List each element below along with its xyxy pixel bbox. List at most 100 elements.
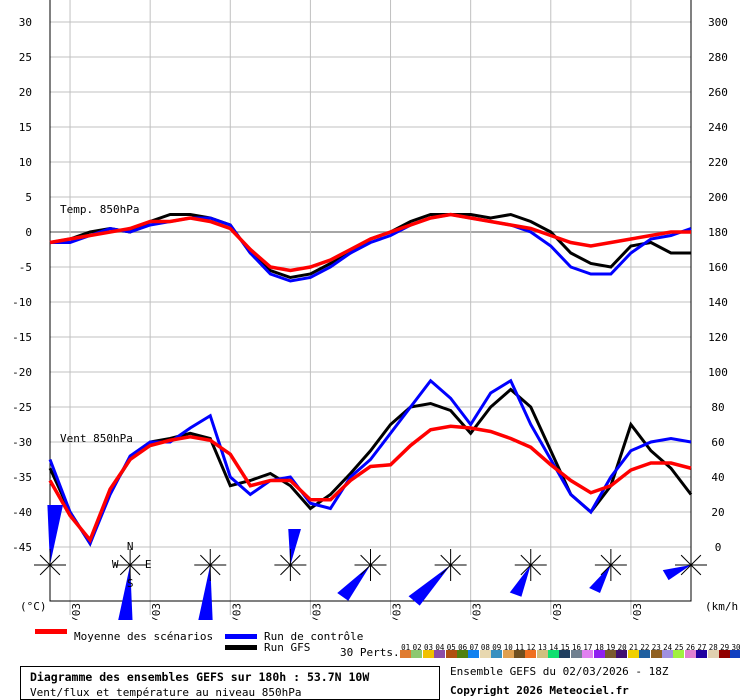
legend-perts-swatches: [400, 650, 740, 659]
compass-spoke: [530, 564, 542, 576]
compass-spoke: [209, 554, 221, 566]
compass-spoke: [360, 564, 371, 576]
pert-number: 16: [572, 643, 582, 652]
pert-number: 02: [412, 643, 422, 652]
temp-series-line: [49, 212, 691, 273]
pert-swatch: [627, 650, 639, 658]
pert-number: 03: [423, 643, 433, 652]
temp-series-line: [50, 212, 692, 283]
pert-swatch: [673, 650, 685, 658]
right-tick-label: 60: [711, 436, 724, 449]
date-tick-label: 04/03: [150, 603, 163, 620]
date-tick-label: 10/03: [631, 603, 644, 620]
pert-number: 04: [435, 643, 445, 652]
title-box: Diagramme des ensembles GEFS sur 180h : …: [20, 666, 440, 700]
compass-spoke: [209, 564, 221, 576]
compass-spoke: [610, 554, 622, 566]
legend-mean-swatch: [35, 629, 67, 634]
pert-swatch: [616, 650, 628, 658]
compass-spoke: [199, 564, 211, 576]
right-tick-label: 40: [711, 471, 724, 484]
flux-wedge: [118, 565, 133, 620]
flux-wedge: [662, 565, 691, 581]
compass-spoke: [680, 554, 692, 566]
right-axis-unit: (km/h): [705, 600, 740, 613]
flux-rose: [274, 529, 307, 581]
compass-spoke: [530, 554, 542, 566]
flux-rose: [114, 549, 147, 620]
pert-swatch: [468, 650, 480, 658]
left-tick-label: -45: [12, 541, 32, 554]
pert-swatch: [582, 650, 594, 658]
flux-rose: [34, 505, 66, 581]
compass-spoke: [280, 554, 291, 566]
flux-wedge: [589, 565, 611, 594]
compass-spoke: [290, 554, 301, 566]
pert-swatch: [536, 650, 548, 658]
pert-swatch: [548, 650, 560, 658]
pert-swatch: [491, 650, 503, 658]
pert-number: 21: [628, 643, 639, 652]
compass-spoke: [360, 554, 371, 566]
flux-wedge: [408, 565, 451, 606]
wind-series-line: [48, 378, 692, 547]
pert-number: 23: [651, 643, 661, 652]
right-tick-label: 120: [708, 331, 728, 344]
pert-swatch: [411, 650, 423, 658]
pert-number: 14: [549, 643, 559, 652]
compass-spoke: [690, 554, 702, 566]
right-tick-label: 160: [708, 261, 728, 274]
right-tick-label: 180: [708, 226, 728, 239]
flux-rose: [662, 549, 707, 581]
compass-n: N: [127, 540, 134, 553]
right-tick-label: 0: [715, 541, 722, 554]
pert-number: 01: [401, 643, 411, 652]
compass-spoke: [129, 554, 141, 566]
flux-rose: [337, 549, 387, 601]
date-tick-label: 08/03: [471, 603, 484, 620]
pert-number: 25: [674, 643, 684, 652]
pert-number: 30: [731, 643, 740, 652]
pert-swatch: [639, 650, 651, 658]
legend-control-label: Run de contrôle: [264, 630, 364, 643]
pert-swatch: [525, 650, 537, 658]
pert-swatch: [696, 650, 708, 658]
compass-spoke: [39, 564, 51, 576]
compass-spoke: [440, 564, 451, 576]
pert-swatch: [502, 650, 514, 658]
pert-swatch: [559, 650, 571, 658]
pert-number: 20: [617, 643, 627, 652]
left-tick-label: -20: [12, 366, 32, 379]
left-tick-label: -15: [12, 331, 32, 344]
pert-number: 13: [537, 643, 547, 652]
pert-number: 05: [446, 643, 456, 652]
left-tick-label: 25: [19, 51, 32, 64]
flux-rose: [509, 549, 547, 597]
compass-spoke: [199, 554, 211, 566]
date-tick-label: 05/03: [230, 603, 243, 620]
compass-spoke: [39, 554, 51, 566]
plot-frame: [49, 0, 692, 602]
right-tick-label: 300: [708, 16, 728, 29]
date-tick-label: 09/03: [551, 603, 564, 620]
compass-spoke: [610, 564, 622, 576]
compass-s: S: [127, 577, 134, 590]
pert-number: 08: [480, 643, 490, 652]
pert-number: 15: [560, 643, 570, 652]
left-tick-label: -25: [12, 401, 32, 414]
left-tick-label: -5: [19, 261, 32, 274]
compass-spoke: [119, 554, 131, 566]
pert-swatch: [718, 650, 730, 658]
pert-swatch: [434, 650, 446, 658]
pert-swatch: [605, 650, 617, 658]
pert-number: 24: [663, 643, 673, 652]
pert-swatch: [684, 650, 696, 658]
compass-spoke: [440, 554, 451, 566]
pert-number: 27: [697, 643, 707, 652]
compass-spoke: [600, 564, 612, 576]
right-tick-label: 260: [708, 86, 728, 99]
wind-panel-label: Vent 850hPa: [60, 432, 133, 445]
legend-mean-label: Moyenne des scénarios: [74, 630, 214, 643]
run-info: Ensemble GEFS du 02/03/2026 - 18Z: [450, 665, 669, 678]
